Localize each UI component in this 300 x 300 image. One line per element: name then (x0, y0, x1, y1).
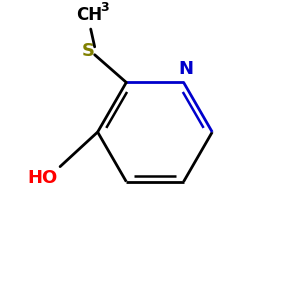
Text: S: S (82, 42, 95, 60)
Text: N: N (178, 60, 193, 78)
Text: HO: HO (27, 169, 57, 188)
Text: 3: 3 (100, 1, 109, 14)
Text: CH: CH (76, 6, 102, 24)
